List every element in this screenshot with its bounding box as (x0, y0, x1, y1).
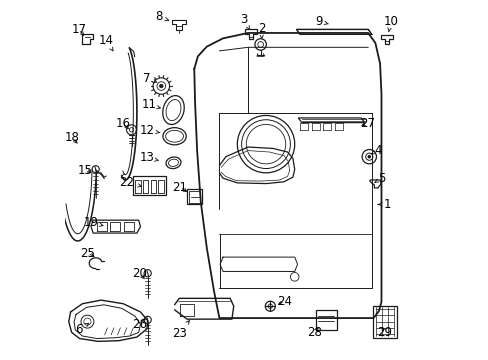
Text: 4: 4 (370, 144, 381, 157)
Text: 21: 21 (172, 181, 187, 194)
Text: 27: 27 (359, 117, 374, 130)
Text: 2: 2 (258, 22, 265, 39)
Polygon shape (187, 189, 202, 204)
Polygon shape (132, 176, 165, 195)
Ellipse shape (163, 96, 184, 125)
Text: 29: 29 (377, 326, 392, 339)
Text: 1: 1 (377, 198, 390, 211)
Text: 16: 16 (116, 117, 131, 130)
Text: 13: 13 (139, 151, 158, 164)
Text: 17: 17 (71, 23, 86, 36)
Text: 22: 22 (119, 176, 141, 189)
Circle shape (254, 39, 266, 50)
Polygon shape (315, 310, 336, 330)
Text: 10: 10 (383, 15, 397, 31)
Text: 6: 6 (75, 323, 88, 336)
Polygon shape (91, 220, 140, 233)
Polygon shape (298, 118, 364, 123)
Text: 12: 12 (139, 124, 160, 137)
Circle shape (159, 84, 163, 88)
Polygon shape (244, 30, 256, 39)
Text: 23: 23 (171, 321, 189, 340)
Text: 20: 20 (132, 267, 147, 280)
Text: 15: 15 (77, 164, 92, 177)
Text: 11: 11 (141, 98, 160, 111)
Text: 18: 18 (65, 131, 80, 144)
Text: 24: 24 (277, 295, 291, 308)
Text: 19: 19 (83, 216, 103, 229)
Polygon shape (296, 30, 371, 35)
Text: 25: 25 (80, 247, 95, 260)
Text: 9: 9 (315, 15, 328, 28)
Text: 14: 14 (99, 34, 114, 51)
Polygon shape (369, 180, 380, 188)
Text: 5: 5 (374, 172, 385, 185)
Text: 8: 8 (155, 10, 168, 23)
Polygon shape (381, 35, 392, 44)
Text: 7: 7 (143, 72, 157, 85)
Ellipse shape (165, 157, 181, 168)
Text: 3: 3 (240, 13, 249, 29)
Circle shape (362, 149, 376, 164)
Text: 26: 26 (132, 318, 147, 331)
Polygon shape (372, 306, 396, 338)
Text: 28: 28 (306, 326, 321, 339)
Ellipse shape (163, 128, 186, 145)
Circle shape (367, 156, 369, 158)
